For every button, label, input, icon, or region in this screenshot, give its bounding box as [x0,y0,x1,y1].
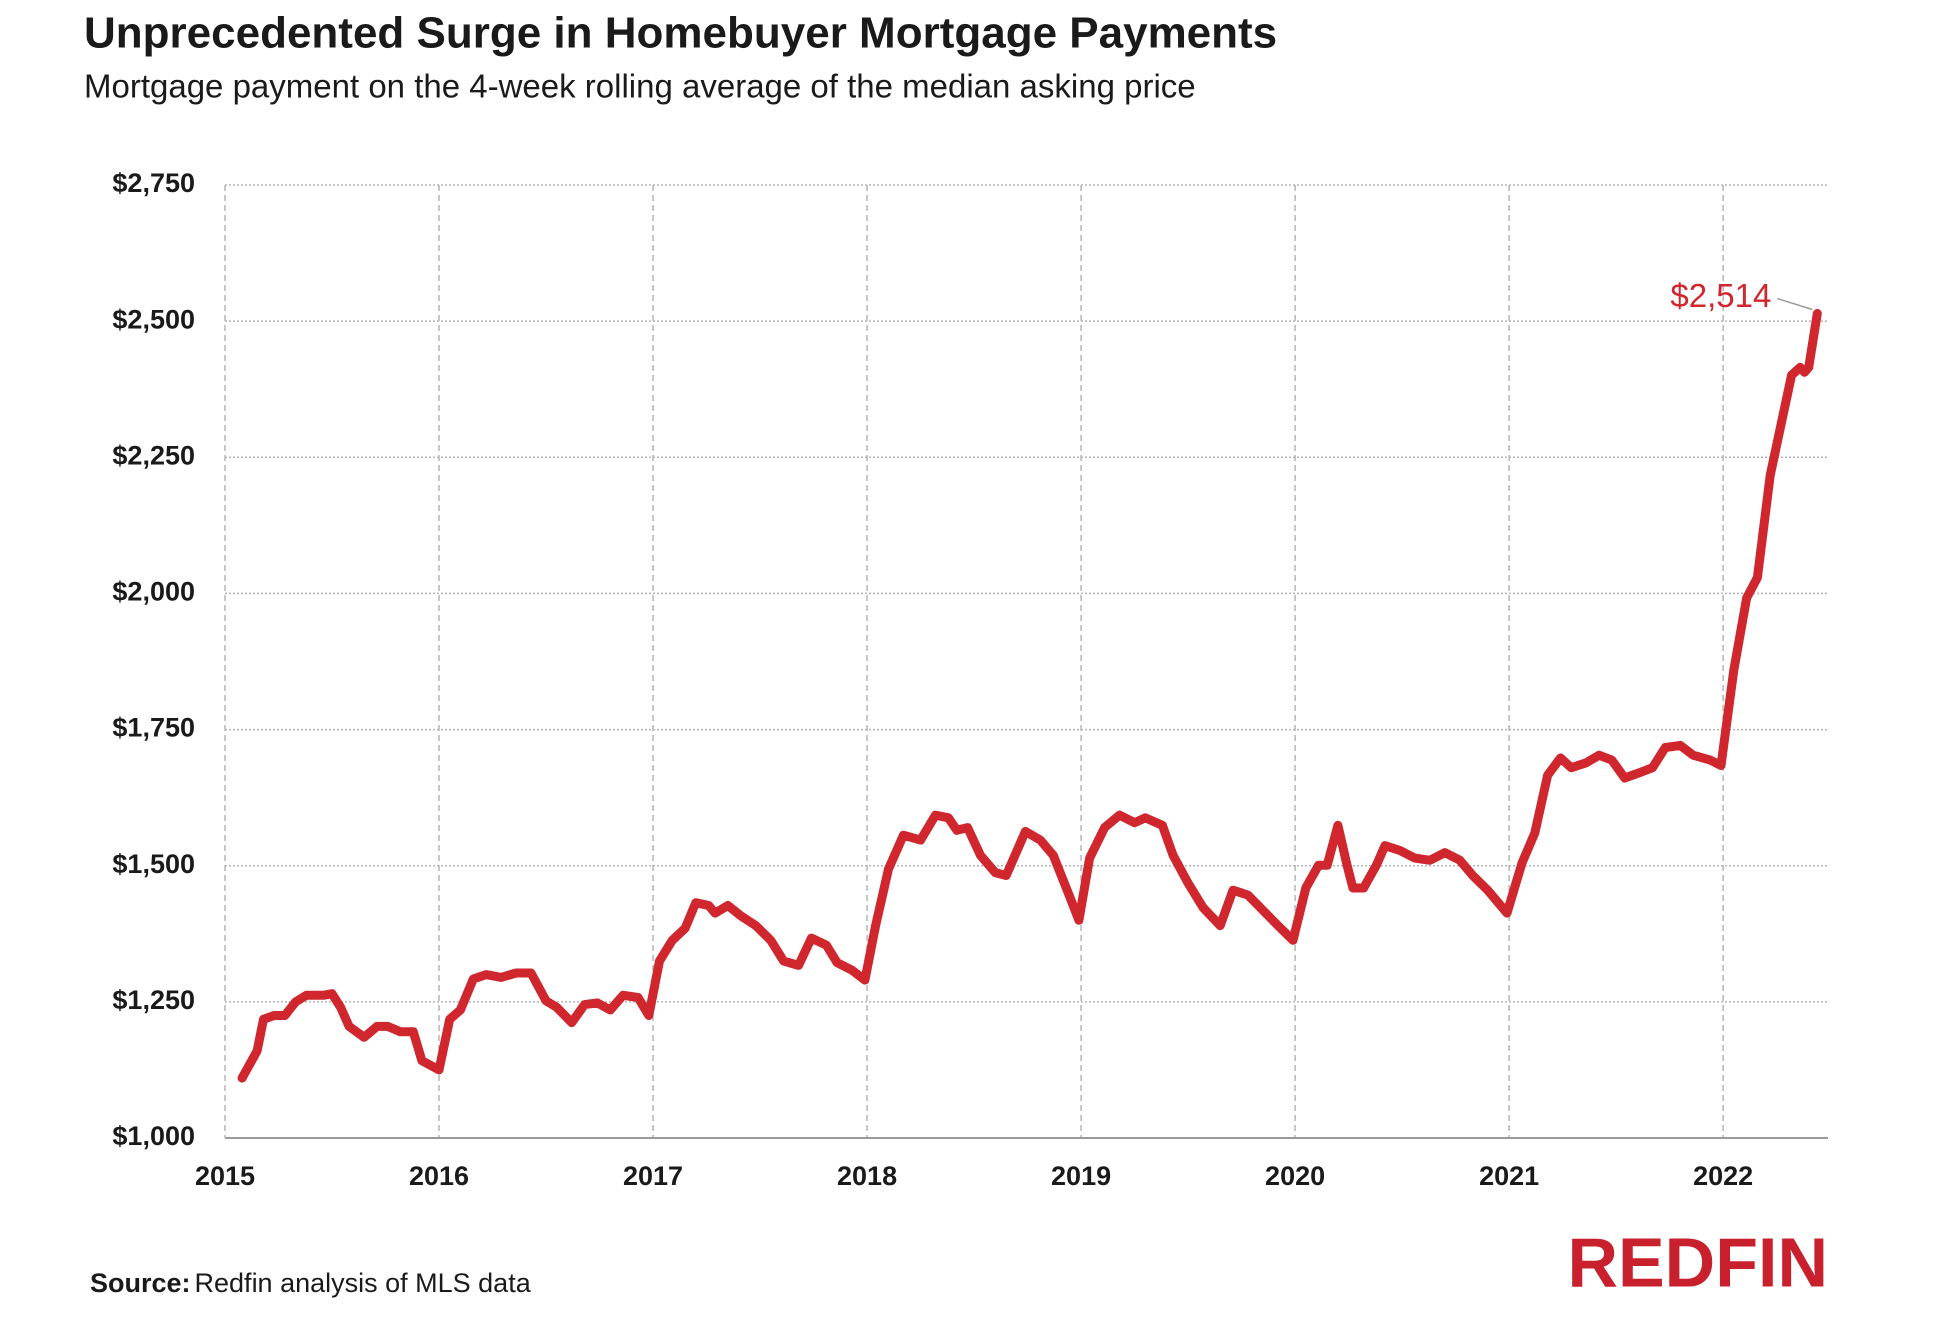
x-tick-label: 2020 [1265,1161,1325,1191]
plot: $2,514 [237,277,1822,1083]
logo: REDFIN [1567,1223,1828,1301]
y-tick-label: $1,500 [112,849,195,879]
y-tick-label: $2,250 [112,440,195,470]
x-tick-label: 2018 [837,1161,897,1191]
source-label: Source: [90,1268,191,1298]
x-tick-label: 2017 [623,1161,683,1191]
y-tick-label: $1,250 [112,985,195,1015]
chart-title: Unprecedented Surge in Homebuyer Mortgag… [84,9,1277,58]
y-tick-label: $2,750 [112,168,195,198]
x-tick-label: 2015 [195,1161,255,1191]
x-tick-label: 2021 [1479,1161,1539,1191]
y-tick-label: $1,000 [112,1121,195,1151]
x-tick-label: 2022 [1693,1161,1753,1191]
data-label: $2,514 [1670,277,1771,314]
label-leader [1777,297,1813,311]
line [237,309,1822,1083]
source: Source: Redfin analysis of MLS data [90,1268,532,1298]
source-text: Redfin analysis of MLS data [195,1268,532,1298]
x-tick-label: 2016 [409,1161,469,1191]
y-tick-label: $1,750 [112,713,195,743]
grid: $1,000 $1,250 $1,500 $1,750 $2,000 $2,250 $2,5… [112,168,1828,1191]
x-tick-label: 2019 [1051,1161,1111,1191]
y-tick-label: $2,500 [112,304,195,334]
chart-subtitle: Mortgage payment on the 4-week rolling a… [84,68,1196,105]
y-tick-label: $2,000 [112,577,195,607]
